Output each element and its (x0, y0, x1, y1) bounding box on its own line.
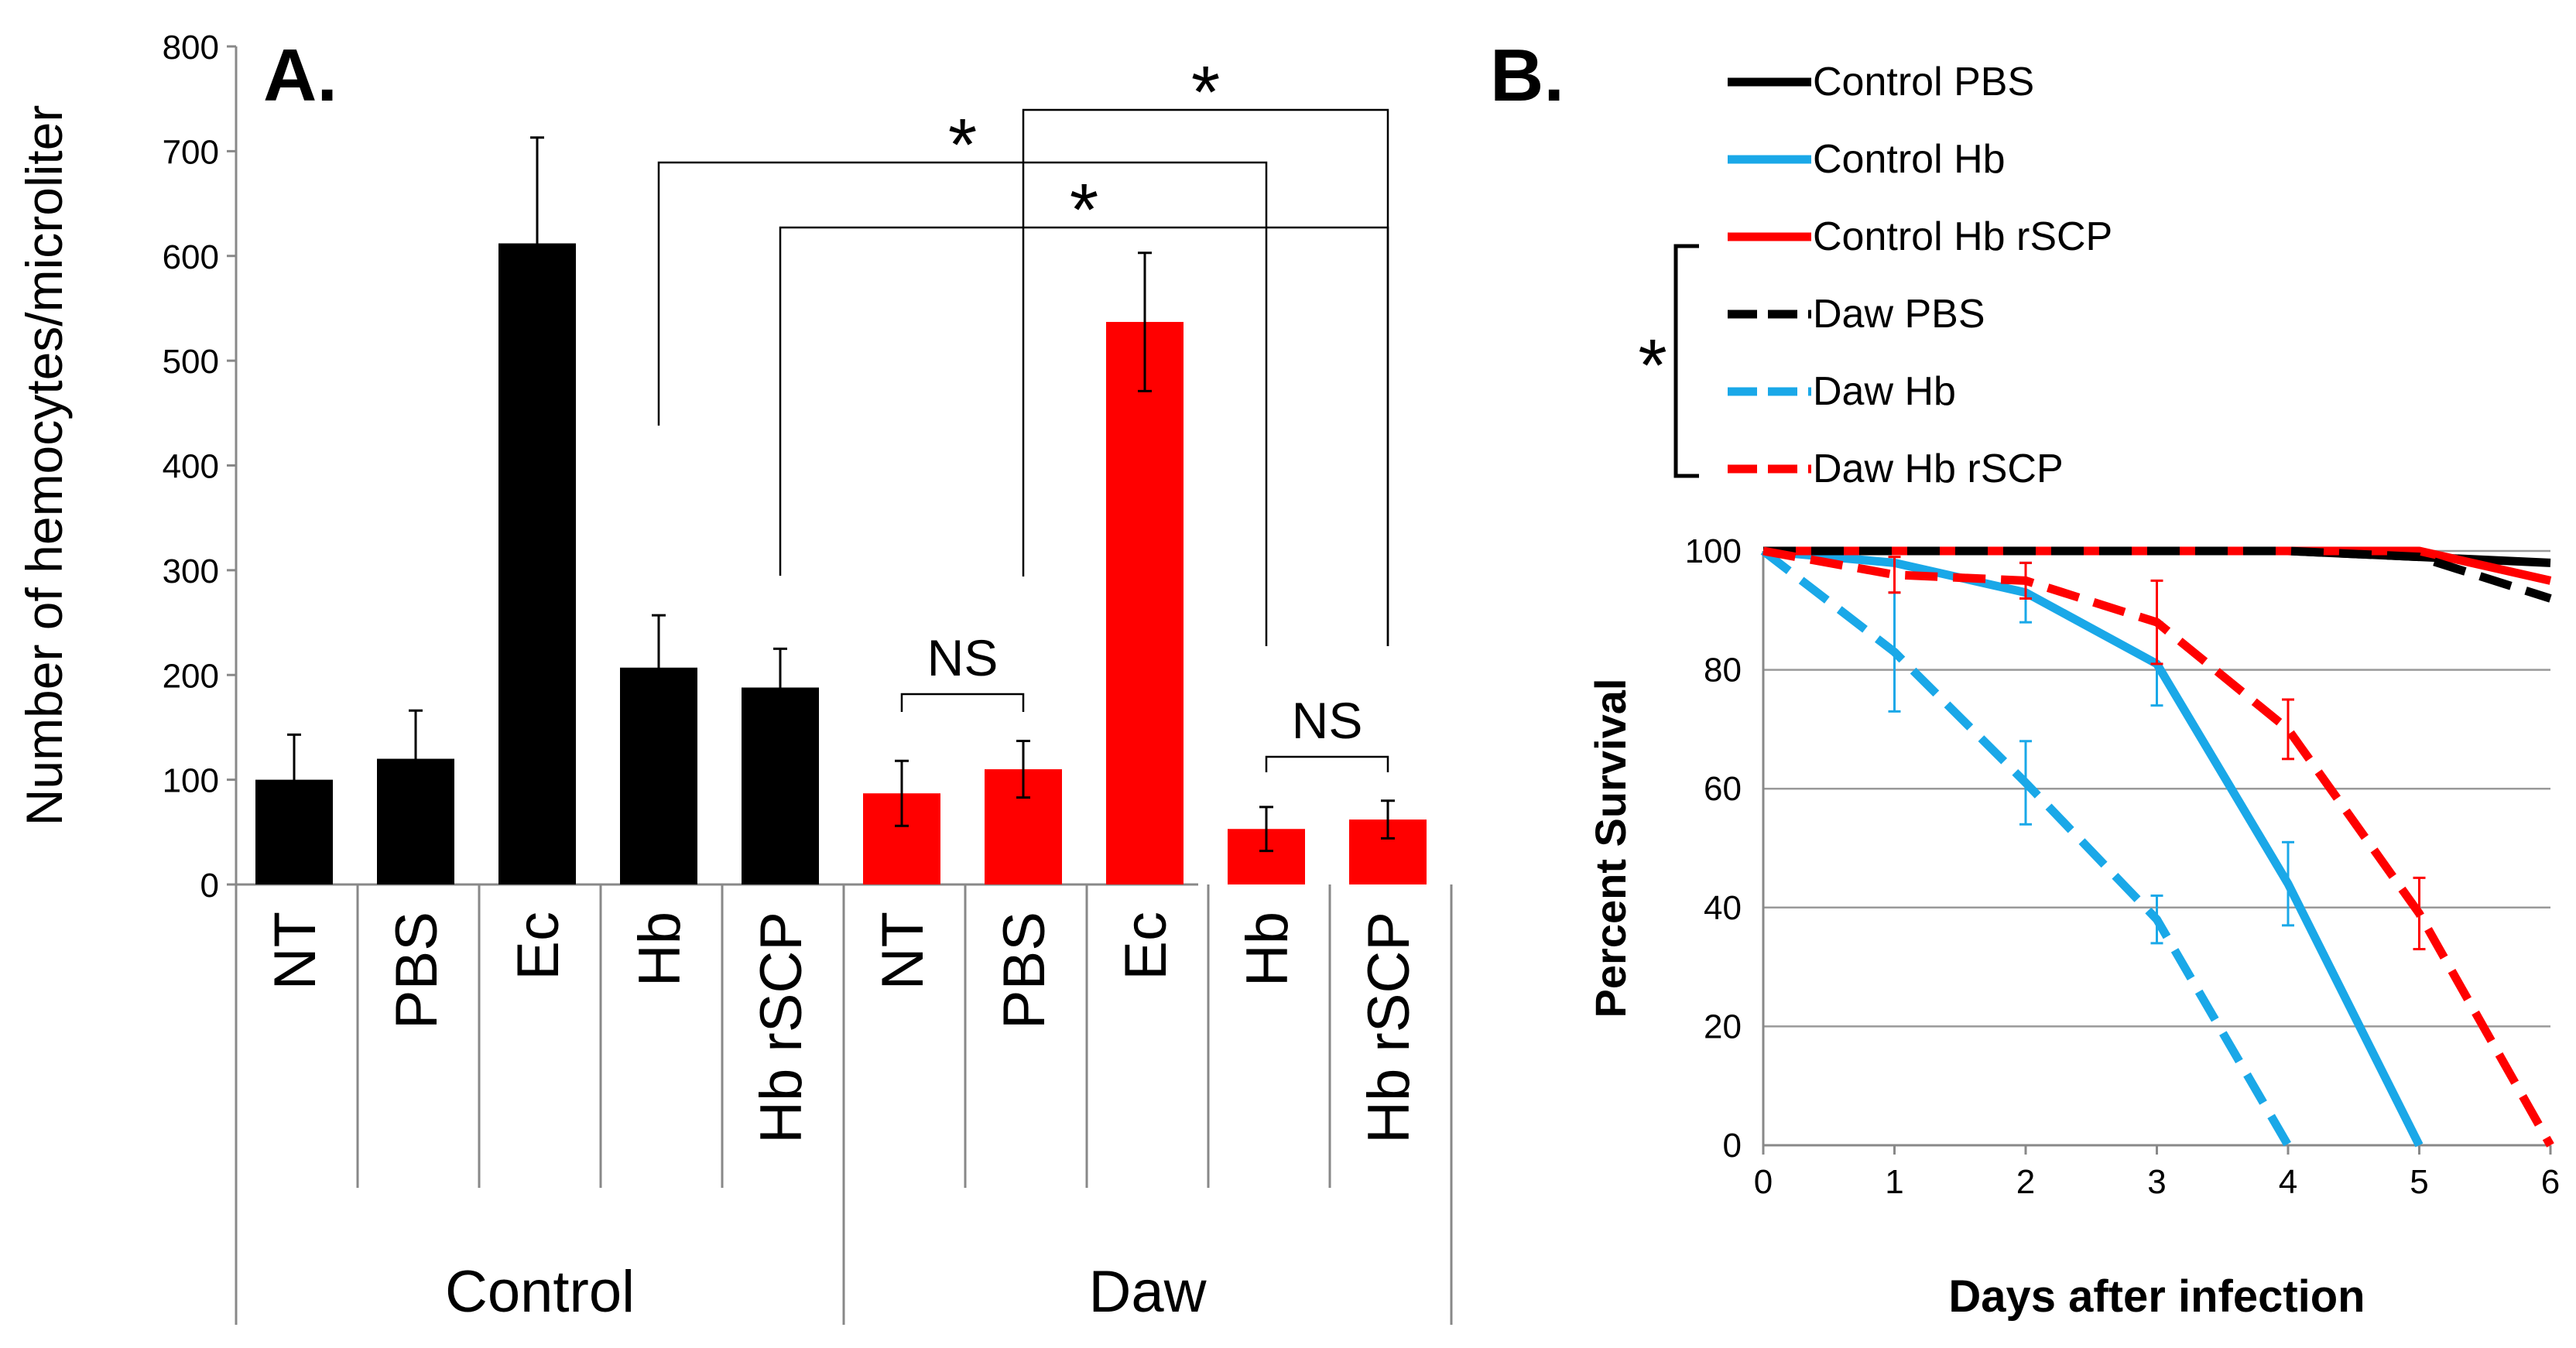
y-tick-label: 500 (163, 343, 219, 381)
y-tick-label: 700 (163, 133, 219, 171)
y-tick-label: 200 (163, 657, 219, 695)
category-label: PBS (384, 912, 450, 1029)
category-label: Ec (1113, 912, 1179, 980)
line-chart-survival: 0 20 40 60 80 100 0 1 2 3 4 5 6 Days after infection P… (1586, 60, 2560, 1322)
significance-label: NS (1292, 692, 1363, 749)
series-line (1760, 547, 2292, 1148)
series-line (1762, 546, 2424, 1148)
y-tick-label: 800 (163, 29, 219, 67)
legend-label: Daw PBS (1813, 292, 1985, 337)
bar-chart-hemocytes: 0 100 200 300 400 500 600 700 800 Number of hemoc… (15, 29, 1453, 1325)
group-label: Control (445, 1259, 635, 1325)
legend-bracket (1673, 244, 1699, 478)
significance-bracket (657, 161, 1268, 646)
panel-b-label: B. (1490, 34, 1564, 117)
significance-bracket (900, 693, 1025, 712)
legend-label: Control PBS (1813, 60, 2034, 104)
legend-bracket-label: * (1638, 324, 1667, 407)
category-label: Ec (505, 912, 571, 980)
significance-label: * (1191, 51, 1220, 134)
y-tick-label: 100 (1685, 532, 1742, 570)
category-label: Hb rSCP (1356, 912, 1422, 1144)
group-label: Daw (1088, 1259, 1207, 1325)
x-axis-label: Days after infection (1948, 1271, 2365, 1322)
category-label: Hb (1235, 912, 1300, 987)
significance-label: NS (927, 629, 999, 686)
x-tick-label: 3 (2147, 1163, 2166, 1201)
y-tick-label: 100 (163, 762, 219, 800)
y-tick-label: 0 (200, 867, 219, 905)
x-tick-label: 4 (2279, 1163, 2297, 1201)
significance-label: * (948, 104, 977, 186)
category-label: NT (262, 912, 328, 990)
y-tick-label: 400 (163, 448, 219, 486)
category-label: NT (870, 912, 936, 990)
bar (1106, 322, 1184, 884)
series-line (1763, 546, 2552, 603)
panel-a-label: A. (263, 34, 337, 117)
significance-bracket (779, 226, 1389, 646)
significance-bracket (1265, 755, 1389, 772)
y-axis-label: Percent Survival (1586, 679, 1635, 1018)
category-label: Hb rSCP (748, 912, 814, 1144)
y-tick-label: 60 (1704, 770, 1742, 808)
category-label: Hb (627, 912, 693, 987)
legend-label: Control Hb (1813, 137, 2006, 182)
y-tick-label: 0 (1723, 1127, 1742, 1165)
legend-label: Control Hb rSCP (1813, 214, 2112, 259)
significance-label: * (1070, 169, 1098, 251)
y-tick-label: 20 (1704, 1008, 1742, 1045)
y-tick-label: 300 (163, 553, 219, 590)
x-tick-label: 5 (2410, 1163, 2428, 1201)
x-tick-label: 2 (2016, 1163, 2035, 1201)
legend-label: Daw Hb (1813, 369, 1956, 414)
x-tick-label: 6 (2541, 1163, 2560, 1201)
y-tick-label: 80 (1704, 652, 1742, 689)
x-tick-label: 0 (1754, 1163, 1773, 1201)
y-tick-label: 600 (163, 238, 219, 276)
category-label: PBS (992, 912, 1057, 1029)
x-tick-label: 1 (1885, 1163, 1903, 1201)
y-tick-label: 40 (1704, 889, 1742, 927)
legend-label: Daw Hb rSCP (1813, 446, 2064, 491)
y-axis-label: Number of hemocytes/microliter (15, 105, 73, 826)
